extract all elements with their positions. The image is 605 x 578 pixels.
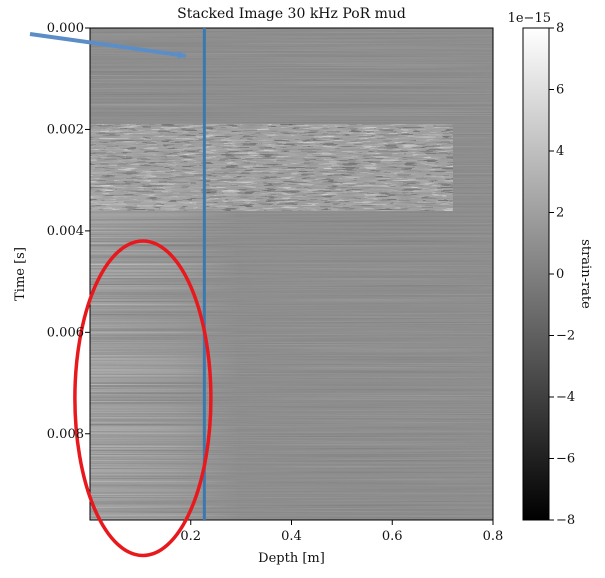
ringing-texture [90,28,493,520]
colorbar-tick-label: 2 [556,206,564,221]
colorbar-axis: 8 6 4 2 0 −2 −4 −6 −8 [549,21,575,528]
colorbar-tick-label: −2 [556,329,575,344]
strong-reflection-region [90,124,453,211]
y-tick-label: 0.000 [47,21,84,36]
y-tick-label: 0.004 [47,224,84,239]
highlight-ellipse [73,239,213,558]
x-tick-label: 0.2 [180,529,201,544]
annotation-arrow [29,32,187,59]
x-axis: 0.2 0.4 0.6 0.8 [180,520,503,544]
colorbar-tick-label: −8 [556,513,575,528]
y-tick-label: 0.002 [47,122,84,137]
image-area [90,28,493,520]
colorbar-tick-label: 8 [556,21,564,36]
x-tick-label: 0.6 [382,529,403,544]
colorbar-multiplier: 1e−15 [508,11,551,26]
colorbar [522,27,550,521]
ringing-region [90,28,493,520]
colorbar-label: strain-rate [578,239,593,309]
x-tick-label: 0.4 [281,529,302,544]
colorbar-tick-label: −4 [556,390,575,405]
y-tick-label: 0.006 [47,325,84,340]
x-tick-label: 0.8 [483,529,504,544]
colorbar-tick-label: −6 [556,452,575,467]
y-axis-label: Time [s] [13,247,28,301]
colorbar-tick-label: 4 [556,144,564,159]
chart-title: Stacked Image 30 kHz PoR mud [177,6,406,22]
x-axis-label: Depth [m] [258,551,325,566]
y-axis: 0.000 0.002 0.004 0.006 0.008 [47,21,90,442]
colorbar-tick-label: 6 [556,83,564,98]
y-tick-label: 0.008 [47,427,84,442]
colorbar-tick-label: 0 [556,267,564,282]
